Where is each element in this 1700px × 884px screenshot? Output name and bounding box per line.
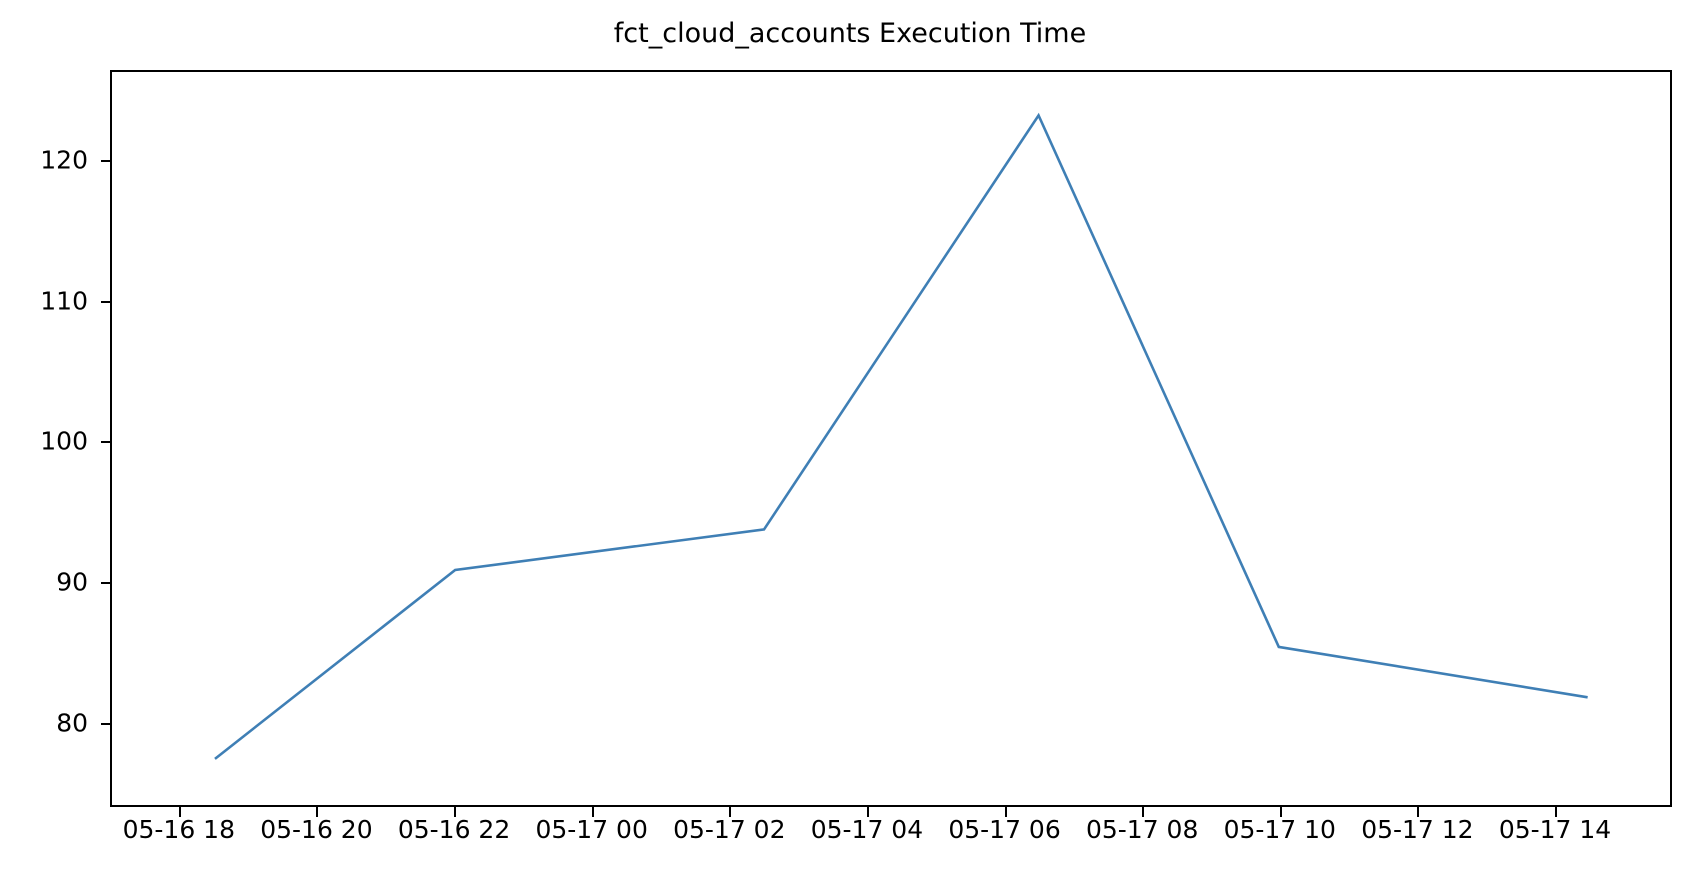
- y-tick-mark: [101, 722, 111, 725]
- x-tick-label: 05-17 04: [810, 815, 924, 844]
- x-tick-mark: [729, 807, 732, 817]
- y-tick-mark: [101, 441, 111, 444]
- y-tick-label: 100: [40, 426, 88, 456]
- data-line: [214, 112, 1588, 760]
- page-title: fct_cloud_accounts Execution Time: [613, 18, 1087, 49]
- y-tick-label: 90: [56, 567, 88, 597]
- x-tick-label: 05-16 22: [397, 815, 511, 844]
- x-tick-mark: [178, 807, 181, 817]
- x-tick-label: 05-17 06: [948, 815, 1061, 844]
- x-tick-label: 05-17 08: [1085, 815, 1199, 844]
- y-tick-mark: [101, 160, 111, 162]
- x-tick-mark: [1417, 807, 1420, 817]
- x-tick-mark: [454, 807, 457, 817]
- x-tick-label: 05-17 14: [1498, 815, 1612, 844]
- x-tick-label: 05-17 02: [673, 815, 786, 844]
- x-tick-mark: [866, 807, 869, 817]
- line-series-svg: [214, 112, 1588, 760]
- x-tick-mark: [1004, 807, 1007, 817]
- x-tick-mark: [591, 807, 594, 817]
- x-tick-mark: [1555, 807, 1558, 817]
- y-tick-label: 80: [56, 708, 88, 738]
- x-tick-mark: [316, 807, 319, 817]
- y-tick-label: 120: [40, 145, 88, 175]
- x-tick-label: 05-16 18: [122, 815, 235, 844]
- x-tick-label: 05-16 20: [260, 815, 373, 844]
- plot-area: [110, 70, 1672, 807]
- x-tick-label: 05-17 10: [1223, 815, 1336, 844]
- y-tick-mark: [101, 581, 111, 584]
- y-tick-mark: [101, 300, 111, 303]
- x-tick-label: 05-17 12: [1361, 815, 1474, 844]
- x-tick-label: 05-17 00: [535, 815, 648, 844]
- y-tick-label: 110: [40, 286, 88, 316]
- x-tick-mark: [1142, 807, 1145, 817]
- x-tick-mark: [1279, 807, 1282, 817]
